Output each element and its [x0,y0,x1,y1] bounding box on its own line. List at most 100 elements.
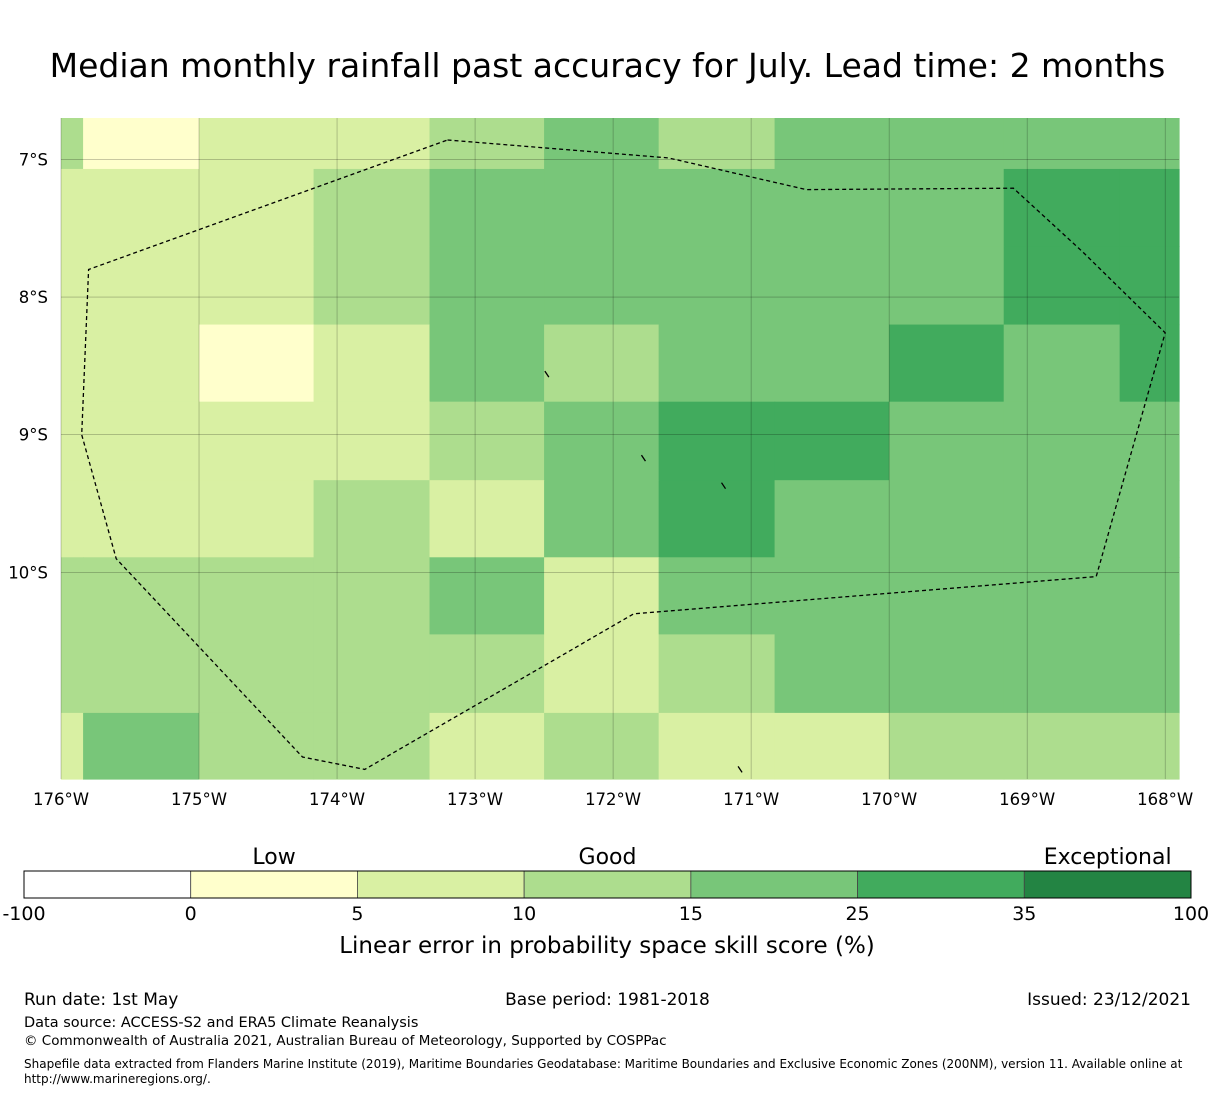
grid-cell [889,634,1005,714]
grid-cell [889,118,1005,170]
legend-category-label: Good [579,845,637,870]
issued-date: Issued: 23/12/2021 [1027,990,1191,1010]
longitude-tick-label: 172°W [585,790,641,809]
grid-cell [83,557,200,636]
grid-cell [429,324,545,403]
base-period: Base period: 1981-2018 [505,990,710,1010]
grid-cell [429,712,545,780]
skill-score-cells [61,118,1180,780]
grid-cell [83,324,200,403]
colorbar-segment [357,870,525,899]
grid-cell [889,246,1005,326]
grid-cell [889,324,1005,403]
grid-cell [774,712,890,780]
copyright-notice: © Commonwealth of Australia 2021, Austra… [24,1033,667,1049]
colorbar-segment [23,870,192,899]
grid-cell [61,712,84,780]
grid-cell [1119,634,1180,714]
grid-cell [774,480,890,558]
island-outline [737,765,743,773]
colorbar-tick-label: 15 [679,903,703,925]
latitude-tick-label: 8°S [19,288,48,307]
grid-cell [313,712,431,780]
grid-cell [1003,634,1121,714]
colorbar-segment [523,870,692,899]
grid-cell [83,480,200,558]
grid-cell [61,480,84,558]
colorbar-tick-label: 35 [1012,903,1036,925]
grid-cell [83,118,200,170]
grid-cell [429,401,545,481]
grid-cell [544,401,660,481]
grid-cell [61,168,84,247]
grid-cell [1003,480,1121,558]
grid-cell [1003,401,1121,481]
grid-cell [429,557,545,636]
grid-cell [774,634,890,714]
latitude-tick-label: 9°S [19,426,48,445]
grid-cell [313,557,431,636]
grid-cell [313,324,431,403]
grid-cell [61,118,84,170]
grid-cell [658,324,776,403]
grid-cell [1119,557,1180,636]
legend-category-labels: Low Good Exceptional [252,845,1171,870]
grid-cell [313,246,431,326]
grid-cell [429,480,545,558]
grid-cell [199,168,315,247]
colorbar-tick-label: 5 [351,903,363,925]
grid-cell [544,118,660,170]
grid-cell [199,324,315,403]
grid-cell [658,246,776,326]
latitude-axis: 7°S 8°S 9°S 10°S [8,150,48,582]
latitude-tick-label: 10°S [8,563,48,582]
grid-cell [774,246,890,326]
grid-cell [544,246,660,326]
grid-cell [1003,324,1121,403]
graticule [60,118,1179,779]
grid-cell [889,480,1005,558]
grid-cell [83,168,200,247]
grid-cell [1119,168,1180,247]
grid-cell [889,168,1005,247]
colorbar-tick-label: 100 [1173,903,1209,925]
colorbar-tick-label: -100 [2,903,45,925]
grid-cell [658,168,776,247]
grid-cell [1119,246,1180,326]
grid-cell [1003,118,1121,170]
grid-cell [889,557,1005,636]
colorbar-segment [1023,870,1192,899]
island-outline [544,370,550,378]
grid-cell [429,634,545,714]
grid-cell [544,324,660,403]
longitude-tick-label: 174°W [309,790,365,809]
grid-cell [774,324,890,403]
grid-cell [1119,712,1180,780]
latitude-tick-label: 7°S [19,150,48,169]
colorbar-tick-label: 25 [845,903,869,925]
grid-cell [313,118,431,170]
colorbar-ticks: -100 0 5 10 15 25 35 100 [2,903,1209,925]
grid-cell [658,712,776,780]
grid-cell [83,246,200,326]
island-outline [720,482,727,490]
longitude-tick-label: 173°W [447,790,503,809]
eez-boundary [81,139,1166,771]
grid-cell [429,168,545,247]
colorbar-tick-label: 10 [512,903,536,925]
colorbar-axis-label: Linear error in probability space skill … [339,933,875,959]
grid-cell [544,634,660,714]
island-outline [640,454,647,462]
map[interactable]: 176°W 175°W 174°W 173°W 172°W 171°W 170°W 169°W… [0,110,1215,820]
grid-cell [199,634,315,714]
grid-cell [199,401,315,481]
grid-cell [429,118,545,170]
colorbar [23,870,1192,899]
grid-cell [429,246,545,326]
grid-cell [1003,557,1121,636]
grid-cell [544,480,660,558]
colorbar-segment [857,870,1025,899]
grid-cell [313,634,431,714]
longitude-tick-label: 176°W [33,790,89,809]
legend-category-label: Exceptional [1044,845,1172,870]
